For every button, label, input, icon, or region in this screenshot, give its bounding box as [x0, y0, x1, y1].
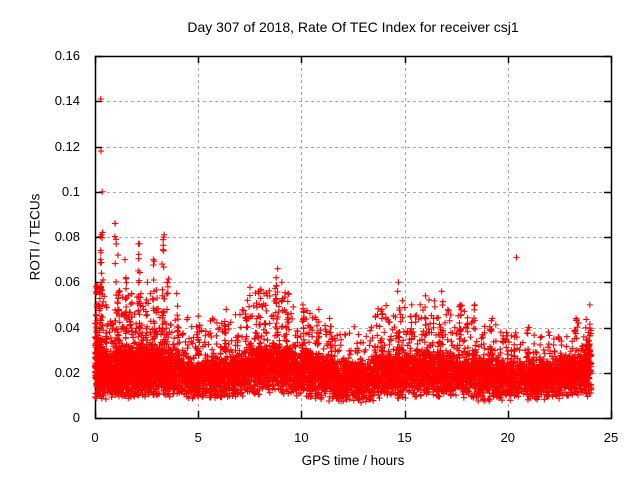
y-tick-label: 0.16: [54, 48, 80, 63]
y-tick-label: 0.1: [61, 183, 80, 199]
x-tick-label: 20: [500, 430, 516, 445]
x-tick-label: 25: [603, 430, 619, 445]
y-tick-label: 0: [72, 410, 80, 425]
y-tick-label: 0.04: [54, 319, 80, 335]
y-tick-label: 0.06: [54, 274, 80, 290]
x-axis-label: GPS time / hours: [301, 453, 405, 468]
x-tick-label: 15: [397, 430, 412, 445]
x-tick-label: 10: [294, 430, 309, 445]
y-tick-label: 0.12: [54, 138, 80, 154]
y-tick-label: 0.14: [54, 93, 80, 109]
x-tick-label: 0: [91, 430, 99, 445]
y-tick-label: 0.02: [54, 364, 80, 380]
x-tick-label: 5: [194, 430, 202, 445]
y-tick-label: 0.08: [54, 229, 80, 244]
plot-title: Day 307 of 2018, Rate Of TEC Index for r…: [187, 19, 519, 35]
